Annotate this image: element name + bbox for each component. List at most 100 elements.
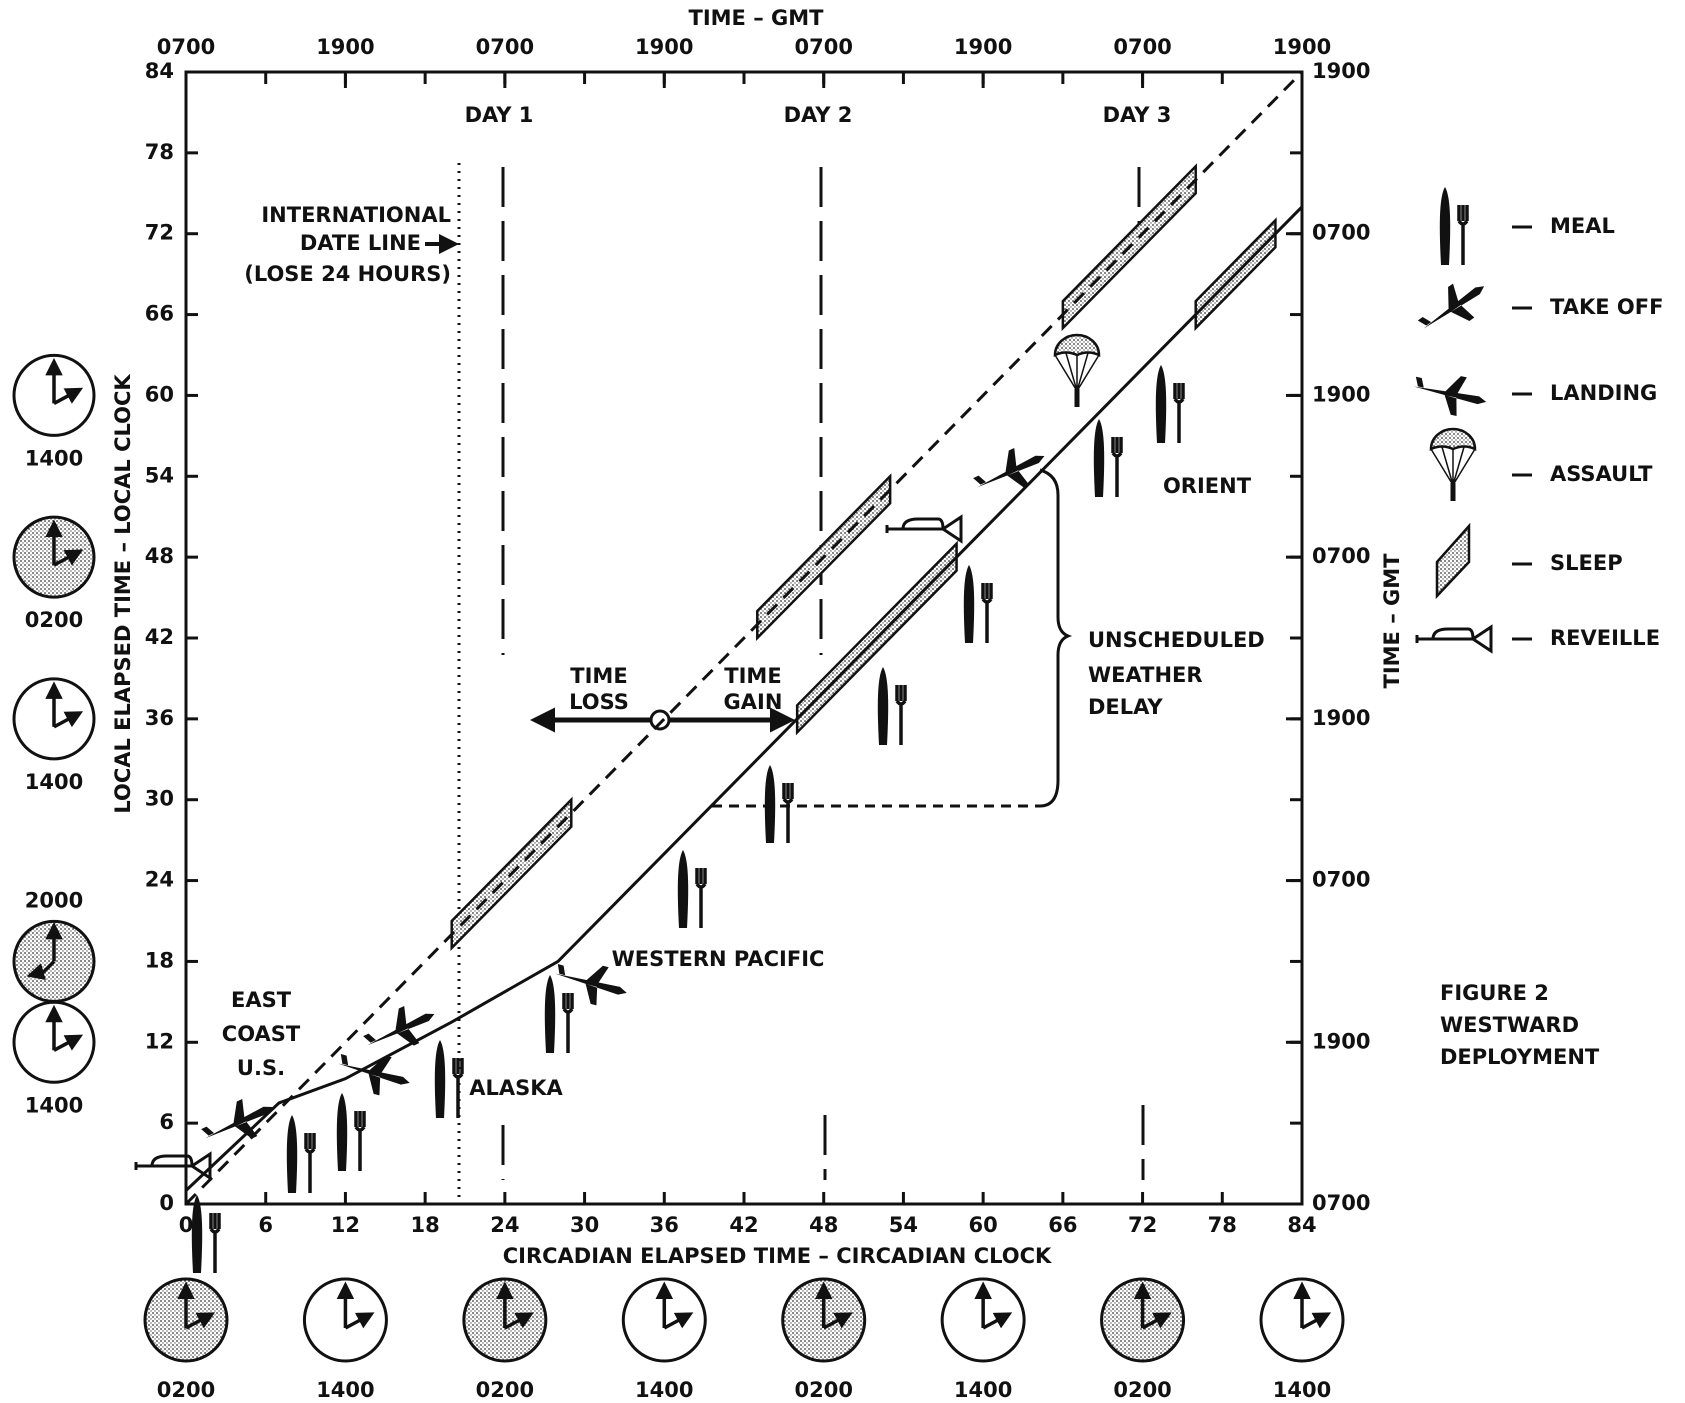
annotation: COAST: [222, 1022, 301, 1046]
knife: [434, 1040, 446, 1118]
legend-label: LANDING: [1550, 381, 1657, 405]
clock-hand: [26, 960, 56, 980]
series-line: [184, 70, 1304, 1206]
clock-label: 0200: [476, 1378, 534, 1402]
plane: [1413, 376, 1487, 417]
reveille-icon: [134, 1151, 212, 1181]
right-tick-label: 1900: [1312, 1029, 1370, 1053]
assault-icon: [1429, 427, 1477, 501]
clock-label: 0200: [1113, 1378, 1171, 1402]
x-tick-label: 72: [1128, 1213, 1157, 1237]
plane: [201, 1098, 273, 1139]
plane: [338, 1054, 410, 1096]
plane: [1417, 283, 1485, 329]
meal-icon: [1155, 365, 1185, 443]
trumpet: [1415, 624, 1493, 654]
fork: [452, 1058, 464, 1118]
right-axis-label: TIME – GMT: [1380, 553, 1404, 689]
plane: [363, 1005, 435, 1046]
clock-label: 1400: [954, 1378, 1012, 1402]
shroud: [1430, 446, 1476, 486]
annotation: INTERNATIONAL: [261, 203, 451, 227]
canopy: [1053, 333, 1101, 357]
figure-caption: FIGURE 2: [1440, 981, 1549, 1005]
y-tick-label: 6: [159, 1110, 174, 1134]
top-tick-label: 1900: [954, 35, 1012, 59]
y-tick-label: 18: [145, 948, 174, 972]
annotation: TIME: [724, 664, 781, 688]
knife: [963, 565, 975, 643]
annotation: UNSCHEDULED: [1088, 628, 1265, 652]
y-tick-label: 30: [145, 787, 174, 811]
annotation: WEATHER: [1088, 663, 1203, 687]
meal-icon: [544, 975, 574, 1053]
trumpet: [885, 514, 963, 544]
top-axis-label: TIME – GMT: [689, 6, 825, 30]
annotation: ORIENT: [1163, 474, 1252, 498]
annotation: DAY 3: [1103, 103, 1172, 127]
meal-icon: [191, 1195, 221, 1273]
clock-label: 2000: [25, 888, 83, 912]
legend-label: ASSAULT: [1550, 462, 1653, 486]
x-tick-label: 54: [889, 1213, 918, 1237]
plane-icon: [1413, 376, 1487, 417]
annotation: EAST: [231, 988, 292, 1012]
legend-label: TAKE OFF: [1550, 295, 1663, 319]
clock-hand: [982, 1312, 1013, 1330]
y-tick-label: 24: [145, 868, 174, 892]
knife: [191, 1195, 203, 1273]
legend-label: MEAL: [1550, 214, 1615, 238]
y-axis-label: LOCAL ELAPSED TIME – LOCAL CLOCK: [111, 374, 135, 814]
x-tick-label: 0: [179, 1213, 194, 1237]
x-tick-label: 6: [258, 1213, 273, 1237]
figure-caption: WESTWARD: [1440, 1013, 1579, 1037]
fork: [1457, 205, 1469, 265]
y-tick-label: 12: [145, 1029, 174, 1053]
right-tick-label: 0700: [1312, 221, 1370, 245]
clock-label: 0200: [794, 1378, 852, 1402]
clock-hand: [53, 549, 84, 567]
x-tick-label: 30: [570, 1213, 599, 1237]
fork: [304, 1133, 316, 1193]
plane-icon: [1417, 283, 1485, 329]
fork: [695, 868, 707, 928]
meal-icon: [336, 1093, 366, 1171]
reveille-icon: [885, 514, 963, 544]
clock-hand: [344, 1312, 375, 1330]
y-tick-label: 84: [145, 59, 174, 83]
knife: [764, 765, 776, 843]
y-tick-label: 66: [145, 302, 174, 326]
canopy: [1429, 427, 1477, 451]
top-tick-label: 0700: [794, 35, 852, 59]
fork: [782, 783, 794, 843]
trumpet: [134, 1151, 212, 1181]
assault-icon: [1053, 333, 1101, 407]
y-tick-label: 54: [145, 463, 174, 487]
fork: [354, 1111, 366, 1171]
clock-hand: [1301, 1312, 1332, 1330]
x-tick-label: 84: [1287, 1213, 1316, 1237]
fork: [895, 685, 907, 745]
x-tick-label: 78: [1208, 1213, 1237, 1237]
x-tick-label: 42: [729, 1213, 758, 1237]
annotation: ALASKA: [469, 1076, 563, 1100]
clock-hand: [822, 1312, 853, 1330]
plane: [973, 447, 1045, 488]
y-tick-label: 78: [145, 140, 174, 164]
fork: [1173, 383, 1185, 443]
clock-label: 1400: [635, 1378, 693, 1402]
y-tick-label: 42: [145, 625, 174, 649]
annotation: GAIN: [724, 690, 783, 714]
figure-caption: DEPLOYMENT: [1440, 1045, 1600, 1069]
annotation: DATE LINE: [300, 231, 421, 255]
y-tick-label: 36: [145, 706, 174, 730]
fork: [562, 993, 574, 1053]
top-tick-label: 1900: [1273, 35, 1331, 59]
plane-icon: [338, 1054, 410, 1096]
clock-hand: [185, 1312, 216, 1330]
annotation: (LOSE 24 HOURS): [244, 262, 451, 286]
reveille-icon: [1415, 624, 1493, 654]
shroud: [1054, 352, 1100, 392]
plane-icon: [973, 447, 1045, 488]
